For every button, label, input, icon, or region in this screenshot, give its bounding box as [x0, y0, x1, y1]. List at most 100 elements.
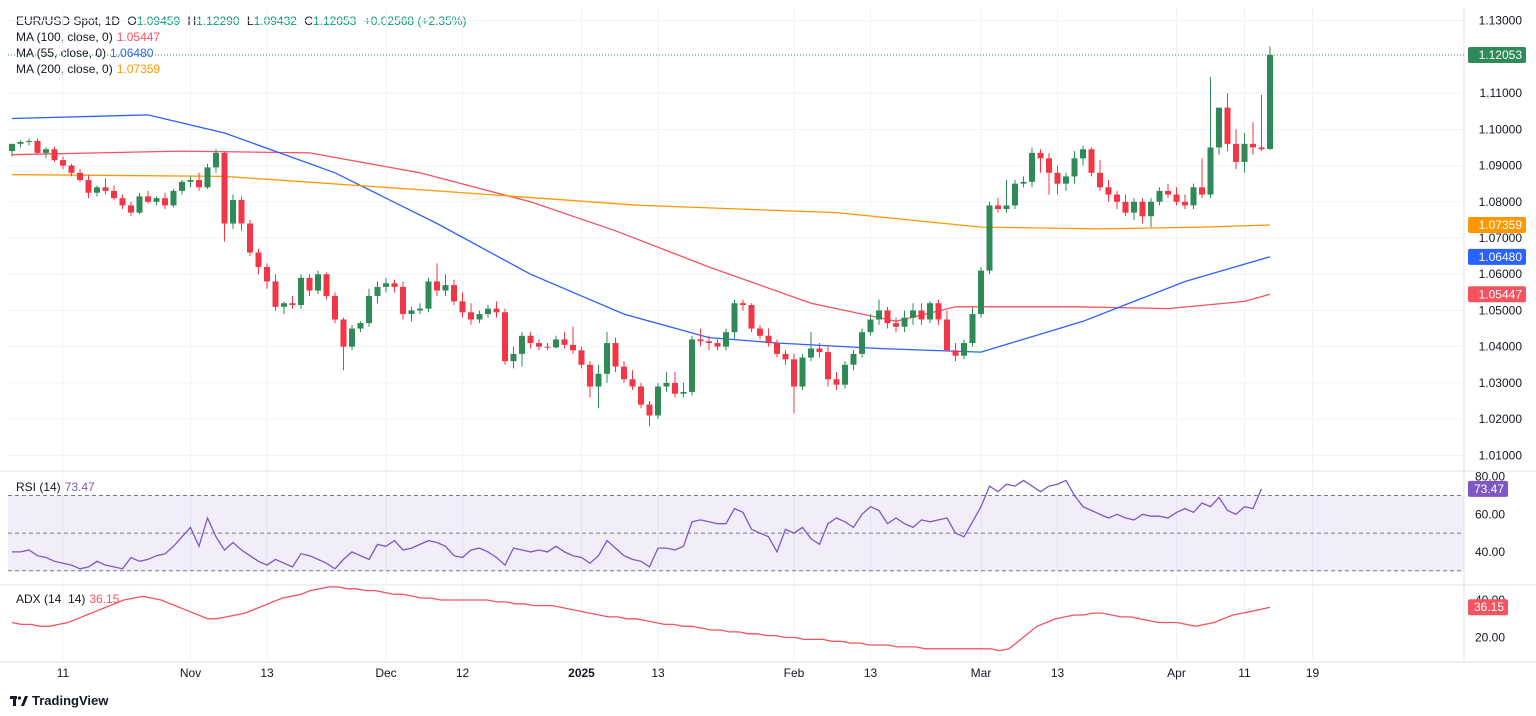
candle-body — [765, 335, 772, 344]
candle-body — [731, 303, 738, 333]
time-tick-label: 13 — [260, 666, 274, 680]
candle-body — [1148, 201, 1154, 217]
price-tick-label: 1.07000 — [1479, 231, 1523, 245]
candle-body — [536, 343, 542, 347]
candle-body — [816, 348, 823, 353]
adx-label: ADX (14, 14) — [16, 592, 86, 606]
candle-body — [1122, 201, 1129, 213]
legend-rsi: RSI (14) 73.47 — [16, 480, 99, 494]
candle-body — [697, 339, 704, 342]
price-tick-label: 1.03000 — [1479, 376, 1523, 390]
candle-body — [570, 344, 576, 351]
candle-body — [1267, 54, 1273, 149]
candle-body — [833, 379, 840, 385]
adx-value: 36.15 — [89, 592, 120, 606]
candle-body — [77, 172, 83, 181]
ma200-badge-label: 1.07359 — [1479, 218, 1523, 232]
candle-body — [561, 339, 568, 345]
candle-body — [774, 343, 780, 354]
time-tick-label: 19 — [1306, 666, 1320, 680]
candle-body — [1114, 194, 1120, 202]
candle-body — [553, 339, 559, 348]
candle-body — [952, 350, 959, 356]
candle-body — [961, 343, 967, 356]
candle-body — [629, 379, 636, 387]
candle-body — [808, 348, 814, 358]
candle-body — [374, 286, 381, 296]
legend-adx: ADX (14, 14) 36.15 — [16, 592, 123, 606]
candle-body — [1080, 149, 1086, 159]
candle-body — [111, 190, 117, 199]
time-tick-label: Dec — [375, 666, 396, 680]
candle-body — [1105, 187, 1112, 195]
candle-body — [391, 283, 398, 287]
candle-body — [119, 198, 126, 206]
axes: 1.13000 1.11000 1.10000 1.09000 1.08000 1.070… — [0, 8, 1536, 680]
candle-body — [910, 310, 916, 318]
candle-body — [748, 305, 755, 329]
candle-body — [247, 223, 253, 253]
rsi-badge — [1468, 480, 1508, 497]
candle-body — [723, 332, 729, 347]
candle-body — [1241, 143, 1248, 162]
candle-body — [255, 252, 262, 267]
time-tick-label: 2025 — [568, 666, 595, 680]
candle-body — [1199, 187, 1205, 195]
candle-body — [663, 382, 670, 387]
candle-body — [238, 199, 245, 224]
grid-lines — [8, 8, 1464, 660]
candle-body — [655, 386, 661, 416]
candle-body — [502, 312, 508, 362]
candle-body — [43, 149, 49, 153]
candle-body — [1012, 183, 1018, 206]
candle-body — [9, 143, 15, 152]
candle-body — [1097, 172, 1103, 188]
candle-body — [485, 308, 491, 315]
candle-body — [986, 205, 993, 271]
candle-body — [621, 366, 627, 380]
candle-body — [272, 281, 279, 307]
candle-body — [859, 332, 865, 354]
candle-body — [519, 335, 525, 354]
candle-body — [315, 274, 321, 291]
adx-badge — [1468, 599, 1508, 616]
legend-ma55: MA (55, close, 0) 1.06480 — [16, 46, 157, 60]
candle-body — [153, 198, 160, 202]
candle-body — [876, 310, 882, 320]
candle-body — [204, 167, 211, 188]
candle-body — [740, 303, 746, 306]
legend-ma100: MA (100, close, 0) 1.05447 — [16, 30, 164, 44]
candle-body — [1020, 181, 1027, 184]
candle-body — [128, 205, 134, 213]
candle-body — [842, 364, 848, 385]
price-tick-label: 1.06000 — [1479, 267, 1523, 281]
candle-body — [978, 270, 984, 315]
ma55-label: MA (55, close, 0) — [16, 46, 107, 60]
ma100-badge-label: 1.05447 — [1479, 287, 1523, 301]
time-tick-label: Nov — [180, 666, 201, 680]
candle-body — [995, 205, 1001, 210]
candle-body — [196, 180, 202, 188]
candle-body — [1250, 143, 1256, 148]
candle-body — [1088, 149, 1095, 173]
brand[interactable]: TradingView — [10, 693, 108, 708]
candle-body — [281, 303, 287, 307]
last-price-badge — [1468, 46, 1526, 63]
ma55-badge-label: 1.06480 — [1479, 250, 1523, 264]
candle-body — [221, 152, 228, 224]
rsi-label: RSI (14) — [16, 480, 61, 494]
candle-body — [434, 281, 440, 291]
candle-body — [349, 328, 355, 347]
candle-body — [366, 295, 372, 324]
last-price-badge-label: 1.12053 — [1479, 48, 1523, 62]
rsi-badge-label: 73.47 — [1474, 482, 1504, 496]
candles — [9, 46, 1273, 427]
adx-badge-label: 36.15 — [1474, 600, 1504, 614]
candle-body — [289, 303, 296, 306]
candle-body — [442, 285, 449, 291]
candle-body — [34, 140, 41, 153]
candle-body — [884, 310, 891, 324]
candle-body — [1233, 143, 1239, 162]
